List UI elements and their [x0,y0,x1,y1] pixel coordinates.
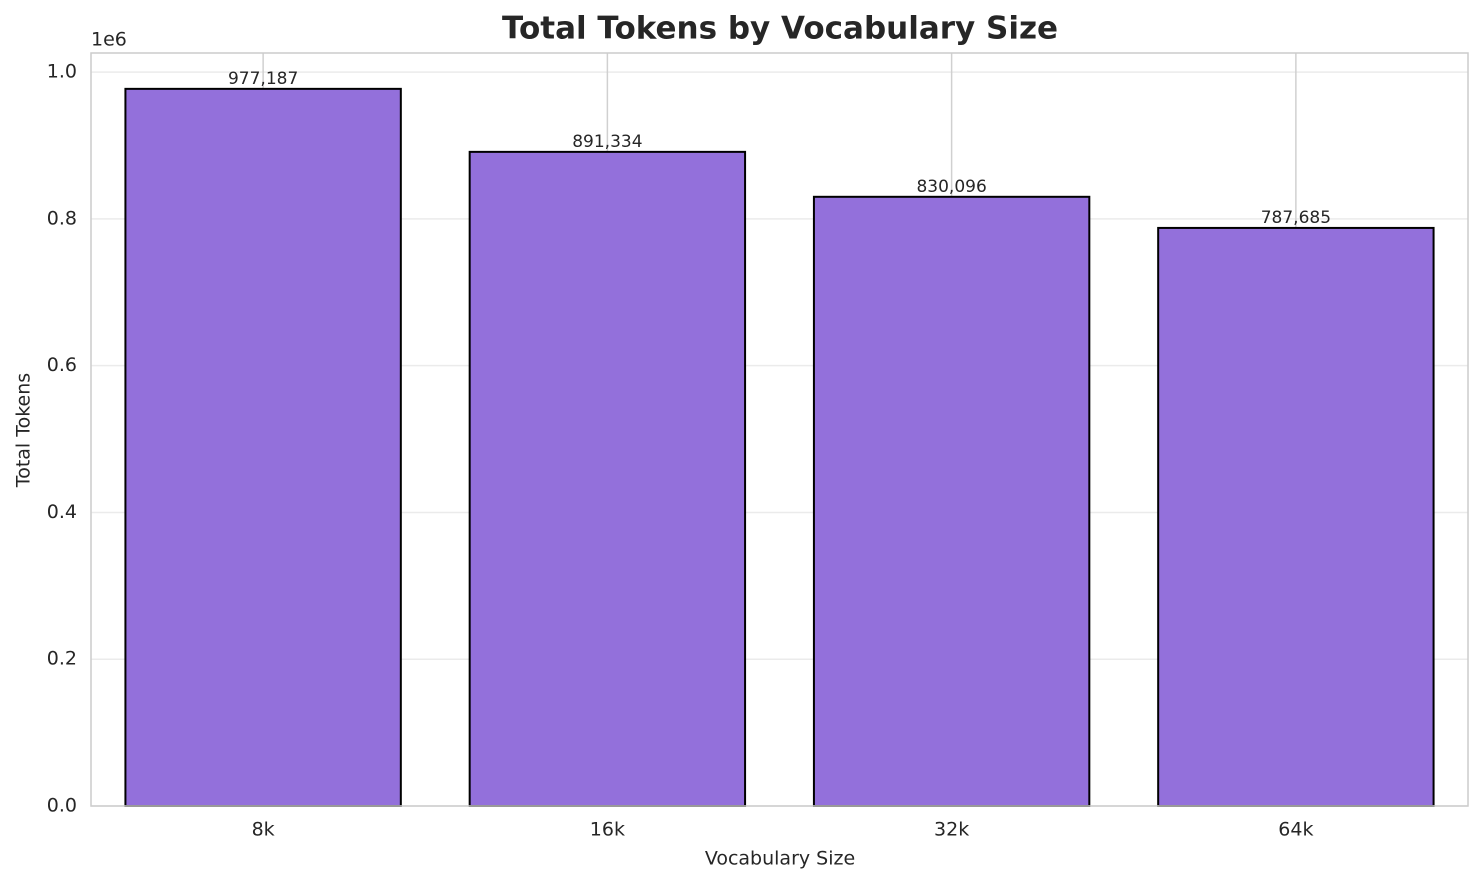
y-tick-label: 0.0 [47,795,77,817]
bar [468,150,747,807]
x-axis-label: Vocabulary Size [705,848,855,870]
bar [1157,226,1435,807]
x-tick-label: 16k [590,819,625,841]
y-tick-label: 0.2 [47,648,77,670]
value-label: 830,096 [916,177,986,197]
chart-title: Total Tokens by Vocabulary Size [502,11,1058,47]
plot-frame [90,52,1469,807]
value-label: 891,334 [572,132,642,152]
x-tick-label: 32k [934,819,969,841]
x-tick-label: 8k [252,819,275,841]
bar [124,87,402,808]
y-tick-label: 0.8 [47,207,77,229]
bar [812,195,1091,807]
y-tick-label: 0.4 [47,501,77,523]
value-label: 787,685 [1261,208,1331,228]
value-label: 977,187 [228,69,298,89]
y-offset-label: 1e6 [91,29,127,51]
y-axis-label: Total Tokens [13,373,35,488]
y-tick-label: 1.0 [47,61,77,83]
x-tick-label: 64k [1278,819,1313,841]
y-tick-label: 0.6 [47,354,77,376]
